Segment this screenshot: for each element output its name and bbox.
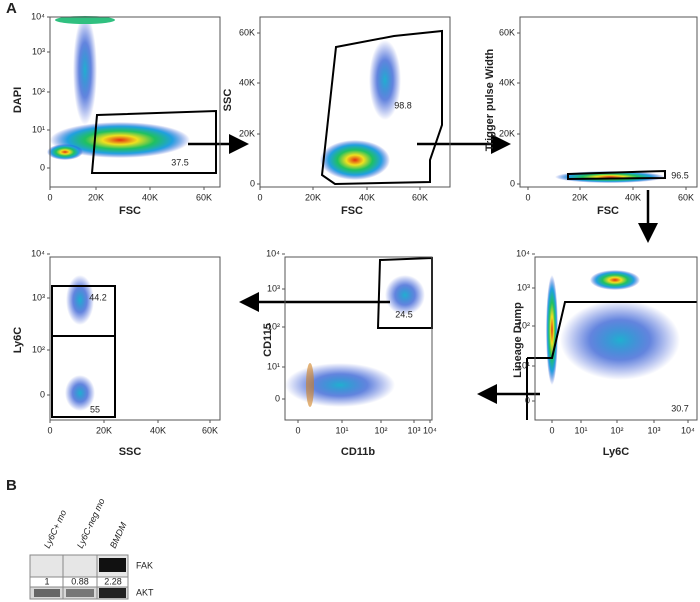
y-tick-label: 20K bbox=[499, 128, 515, 138]
plot-frame bbox=[534, 256, 698, 421]
lane-label: Ly6C-neg mo bbox=[75, 497, 107, 550]
y-tick-label: 10⁴ bbox=[266, 248, 280, 258]
gate-label: 55 bbox=[90, 404, 100, 414]
x-tick-label: 0 bbox=[295, 425, 300, 435]
y-tick-label: 10³ bbox=[517, 282, 530, 292]
y-tick-label: 10¹ bbox=[267, 361, 280, 371]
x-tick-label: 60K bbox=[678, 192, 694, 202]
band-ratio: 1 bbox=[44, 576, 49, 586]
y-tick-label: 10³ bbox=[32, 46, 45, 56]
x-tick-label: 20K bbox=[305, 192, 321, 202]
y-tick-label: 0 bbox=[40, 162, 45, 172]
band-ratio: 0.88 bbox=[71, 576, 89, 586]
y-tick-label: 10² bbox=[32, 86, 45, 96]
y-tick-label: 60K bbox=[239, 27, 255, 37]
cell-density bbox=[47, 15, 680, 411]
plot-frame bbox=[284, 256, 433, 421]
y-tick-label: 0 bbox=[275, 393, 280, 403]
y-tick-label: 10² bbox=[517, 320, 530, 330]
x-tick-label: 40K bbox=[359, 192, 375, 202]
y-tick-label: 10⁴ bbox=[31, 248, 45, 258]
y-tick-label: 10¹ bbox=[32, 124, 45, 134]
plot-frame bbox=[259, 16, 451, 188]
x-tick-label: 10¹ bbox=[574, 425, 587, 435]
x-axis-label: SSC bbox=[119, 446, 142, 458]
panel-label: B bbox=[6, 477, 17, 494]
x-tick-label: 10¹ bbox=[335, 425, 348, 435]
band-ratio: 2.28 bbox=[104, 576, 122, 586]
gates bbox=[51, 29, 697, 420]
x-tick-label: 10⁴ bbox=[423, 425, 437, 435]
y-tick-label: 10³ bbox=[32, 292, 45, 302]
y-tick-label: 10⁴ bbox=[516, 248, 530, 258]
gate-label: 24.5 bbox=[395, 309, 413, 319]
y-tick-label: 40K bbox=[499, 77, 515, 87]
x-tick-label: 40K bbox=[625, 192, 641, 202]
x-tick-label: 0 bbox=[47, 192, 52, 202]
y-tick-label: 10² bbox=[32, 344, 45, 354]
x-axis-label: CD11b bbox=[341, 446, 376, 458]
y-tick-label: 20K bbox=[239, 128, 255, 138]
x-tick-label: 10² bbox=[610, 425, 623, 435]
western-blot bbox=[29, 554, 129, 600]
x-tick-label: 10² bbox=[374, 425, 387, 435]
x-axis-label: FSC bbox=[341, 205, 363, 217]
y-tick-label: 0 bbox=[525, 395, 530, 405]
plot-frame bbox=[49, 256, 221, 421]
x-tick-label: 40K bbox=[142, 192, 158, 202]
y-tick-label: 10² bbox=[267, 321, 280, 331]
y-tick-label: 40K bbox=[239, 77, 255, 87]
x-tick-label: 20K bbox=[572, 192, 588, 202]
y-axis-label: CD115 bbox=[262, 323, 274, 357]
gate-label: 30.7 bbox=[671, 403, 689, 413]
band-label: AKT bbox=[136, 587, 154, 597]
x-tick-label: 10³ bbox=[407, 425, 420, 435]
x-tick-label: 0 bbox=[549, 425, 554, 435]
x-tick-label: 60K bbox=[196, 192, 212, 202]
gate-label: 96.5 bbox=[671, 170, 689, 180]
plot-frame bbox=[519, 16, 698, 188]
x-tick-label: 40K bbox=[150, 425, 166, 435]
y-axis-label: DAPI bbox=[12, 87, 24, 113]
x-tick-label: 10³ bbox=[647, 425, 660, 435]
y-tick-label: 0 bbox=[40, 389, 45, 399]
lane-label: BMDM bbox=[108, 520, 129, 550]
y-tick-label: 10⁴ bbox=[31, 11, 45, 21]
arrows bbox=[188, 134, 658, 404]
y-tick-label: 10¹ bbox=[517, 360, 530, 370]
band-label: FAK bbox=[136, 560, 153, 570]
gate-label: 37.5 bbox=[171, 157, 189, 167]
y-axis-label: Trigger pulse Width bbox=[484, 48, 496, 151]
x-tick-label: 10⁴ bbox=[681, 425, 695, 435]
y-tick-label: 0 bbox=[510, 178, 515, 188]
x-tick-label: 0 bbox=[47, 425, 52, 435]
y-axis-label: Lineage Dump bbox=[512, 302, 524, 378]
y-tick-label: 60K bbox=[499, 27, 515, 37]
plot-frame bbox=[49, 16, 221, 188]
x-axis-label: FSC bbox=[119, 205, 141, 217]
x-tick-label: 20K bbox=[88, 192, 104, 202]
y-tick-label: 10³ bbox=[267, 283, 280, 293]
x-tick-label: 0 bbox=[525, 192, 530, 202]
x-axis-label: Ly6C bbox=[603, 446, 630, 458]
panel-label: A bbox=[6, 0, 17, 17]
x-tick-label: 20K bbox=[96, 425, 112, 435]
y-axis-label: SSC bbox=[222, 89, 234, 112]
x-tick-label: 60K bbox=[202, 425, 218, 435]
gate-label: 98.8 bbox=[394, 100, 412, 110]
gate-label: 44.2 bbox=[89, 292, 107, 302]
y-axis-label: Ly6C bbox=[12, 327, 24, 354]
lane-label: Ly6C+ mo bbox=[42, 508, 68, 549]
x-tick-label: 0 bbox=[257, 192, 262, 202]
x-axis-label: FSC bbox=[597, 205, 619, 217]
x-tick-label: 60K bbox=[412, 192, 428, 202]
y-tick-label: 0 bbox=[250, 178, 255, 188]
